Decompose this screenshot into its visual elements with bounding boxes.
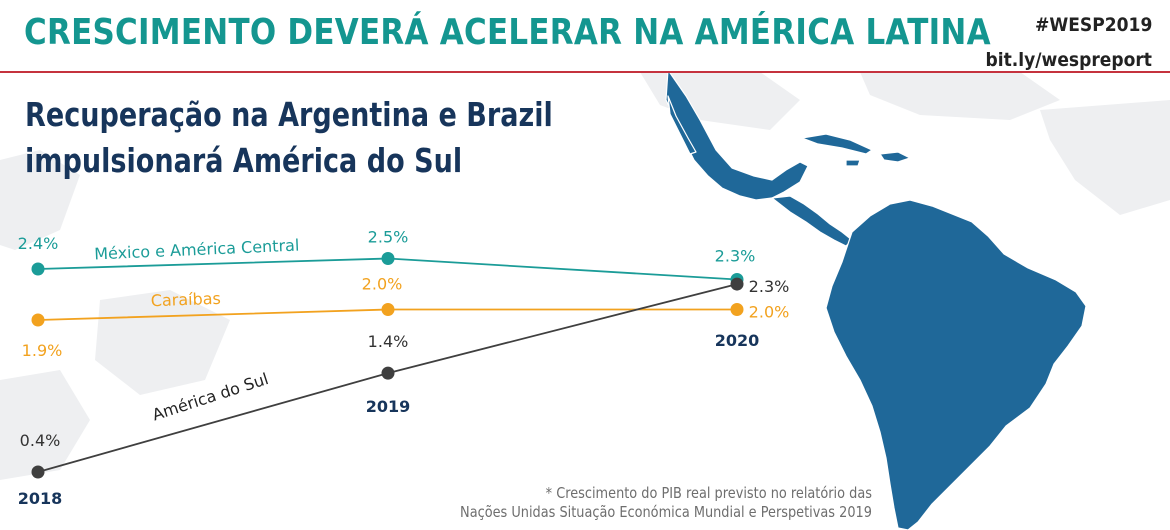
data-point-mexico-e-america-central-2018 [31,262,45,276]
x-tick-label-2018: 2018 [18,489,63,508]
map-baja [667,95,697,155]
series-name-mexico-e-america-central: México e América Central [94,236,300,264]
growth-line-chart: 2.4% 2.5% 2.3% México e América Central 1.9%… [18,228,790,509]
map-south-america [825,199,1087,530]
report-link[interactable]: bit.ly/wespreport [985,49,1152,71]
data-point-caraibas-2020 [730,303,744,316]
footnote-line-1: * Crescimento do PIB real previsto no re… [545,484,872,502]
data-label-america-do-sul-2018: 0.4% [20,431,61,450]
data-point-america-do-sul-2020 [730,277,744,291]
header-divider [0,71,1170,73]
map-central-america [771,195,853,247]
x-tick-label-2020: 2020 [715,331,760,350]
map-hispaniola [879,151,911,163]
data-point-caraibas-2019 [381,303,395,316]
data-label-caraibas-2018: 1.9% [22,341,63,360]
data-point-america-do-sul-2018 [31,465,45,479]
data-label-america-do-sul-2019: 1.4% [368,332,409,351]
page-title: CRESCIMENTO DEVERÁ ACELERAR NA AMÉRICA L… [24,12,991,53]
data-point-mexico-e-america-central-2019 [381,252,395,265]
subtitle-line-2: impulsionará América do Sul [25,141,463,180]
data-label-america-do-sul-2020: 2.3% [749,277,790,296]
footnote-line-2: Nações Unidas Situação Económica Mundial… [460,503,872,521]
data-label-mexico-e-america-central-2019: 2.5% [368,228,409,247]
latin-america-map [665,69,1087,530]
data-label-caraibas-2020: 2.0% [749,303,790,322]
subtitle-line-1: Recuperação na Argentina e Brazil [25,95,553,134]
data-label-caraibas-2019: 2.0% [362,275,403,294]
footnote: * Crescimento do PIB real previsto no re… [460,484,872,522]
data-label-mexico-e-america-central-2018: 2.4% [18,234,59,253]
chart-subtitle: Recuperação na Argentina e Brazil impuls… [25,92,553,184]
data-label-mexico-e-america-central-2020: 2.3% [715,247,756,266]
data-point-america-do-sul-2019 [381,366,395,380]
hashtag: #WESP2019 [1034,14,1152,36]
map-jamaica [845,159,861,167]
data-point-caraibas-2018 [31,313,45,327]
series-name-caraibas: Caraíbas [150,289,221,310]
x-tick-label-2019: 2019 [366,397,411,416]
map-cuba [801,133,873,155]
